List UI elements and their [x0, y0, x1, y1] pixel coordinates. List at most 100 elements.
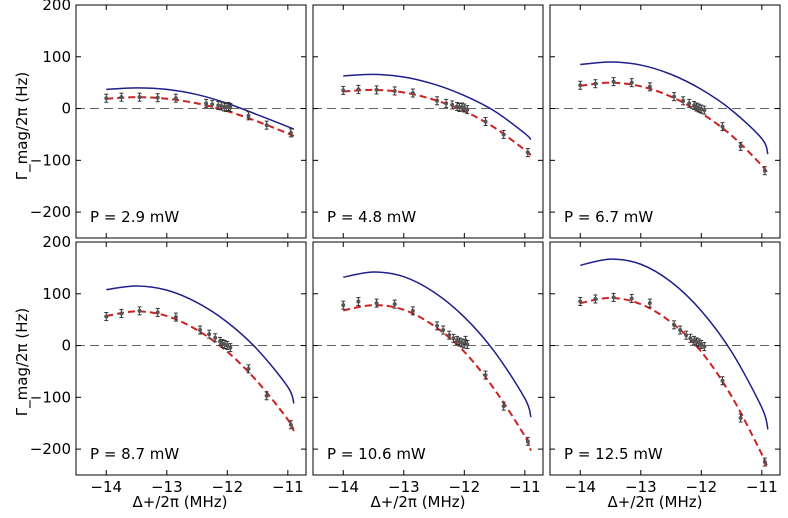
data-point	[264, 393, 269, 398]
x-tick-label: −13	[625, 478, 657, 496]
panel-5: −14 −13 −12 −11 P = 10.6 mW	[312, 241, 544, 496]
panel-frame	[312, 4, 544, 239]
data-point	[450, 102, 455, 107]
data-point	[225, 343, 230, 348]
data-point	[392, 302, 397, 307]
data-point	[525, 150, 530, 155]
data-point	[392, 88, 397, 93]
data-point	[441, 328, 446, 333]
y-tick-label: 100	[42, 48, 71, 66]
data-point	[462, 106, 467, 111]
panel-6: −14 −13 −12 −11 P = 12.5 mW	[549, 241, 781, 496]
data-point	[678, 328, 683, 333]
data-point	[738, 144, 743, 149]
data-point	[611, 79, 616, 84]
theory-curve-solid	[343, 73, 532, 141]
data-point	[593, 81, 598, 86]
x-axis-label-left: Δ+/2π (MHz)	[132, 493, 227, 511]
y-tick-label: 200	[42, 233, 71, 251]
y-axis-label-bottom: Γ_mag/2π (Hz)	[13, 308, 32, 416]
y-tick-label: −100	[30, 151, 71, 169]
data-point	[702, 108, 707, 113]
fit-curve-dashed	[343, 88, 532, 156]
data-point	[288, 130, 293, 135]
data-point	[104, 96, 109, 101]
panel-1: −200 −100 0 100 200 P = 2.9 mW	[30, 0, 307, 239]
data-point	[501, 404, 506, 409]
data-point	[216, 103, 221, 108]
x-axis-label-middle: Δ+/2π (MHz)	[370, 493, 465, 511]
data-point	[435, 323, 440, 328]
x-tick-label: −11	[272, 478, 304, 496]
data-point	[647, 84, 652, 89]
power-label: P = 12.5 mW	[564, 445, 663, 463]
panel-4: −14 −13 −12 −11 −200 −100 0 100 200 P = 8.7 mW	[30, 233, 307, 496]
data-point	[104, 314, 109, 319]
data-point	[483, 119, 488, 124]
data-point	[593, 296, 598, 301]
x-tick-label: −14	[327, 478, 359, 496]
data-point	[246, 113, 251, 118]
data-point	[501, 132, 506, 137]
power-label: P = 6.7 mW	[564, 208, 653, 226]
data-point	[228, 345, 233, 350]
panel-frame	[75, 4, 307, 239]
data-point	[288, 422, 293, 427]
data-point	[264, 123, 269, 128]
data-point	[341, 303, 346, 308]
power-label: P = 2.9 mW	[90, 208, 179, 226]
data-point	[198, 328, 203, 333]
x-tick-label: −11	[509, 478, 541, 496]
x-tick-label: −13	[151, 478, 183, 496]
panel-frame	[75, 241, 307, 476]
x-axis-label-right: Δ+/2π (MHz)	[607, 493, 702, 511]
panels-group: −200 −100 0 100 200 P = 2.9 mW P = 4.8 mW P = 6…	[30, 0, 781, 496]
theory-curve-solid	[343, 271, 532, 418]
data-point	[155, 310, 160, 315]
data-point	[137, 308, 142, 313]
y-axis-label-top: Γ_mag/2π (Hz)	[13, 72, 32, 180]
data-point	[672, 322, 677, 327]
panel-3: P = 6.7 mW	[549, 4, 781, 239]
data-point	[410, 308, 415, 313]
data-point	[137, 95, 142, 100]
y-tick-label: 0	[61, 100, 71, 118]
x-tick-label: −14	[90, 478, 122, 496]
data-point	[213, 335, 218, 340]
data-point	[578, 83, 583, 88]
panel-frame	[312, 241, 544, 476]
data-point	[119, 95, 124, 100]
panel-frame	[549, 4, 781, 239]
data-point	[738, 416, 743, 421]
data-point	[356, 299, 361, 304]
data-point	[525, 439, 530, 444]
data-point	[410, 91, 415, 96]
x-tick-label: −12	[448, 478, 480, 496]
data-point	[611, 295, 616, 300]
data-point	[629, 296, 634, 301]
data-point	[688, 336, 693, 341]
y-tick-label: −100	[30, 388, 71, 406]
data-point	[451, 336, 456, 341]
data-point	[356, 87, 361, 92]
data-point	[465, 107, 470, 112]
data-point	[681, 98, 686, 103]
x-tick-label: −14	[564, 478, 596, 496]
data-point	[207, 332, 212, 337]
data-point	[447, 333, 452, 338]
panel-2: P = 4.8 mW	[312, 4, 544, 239]
data-point	[228, 105, 233, 110]
data-point	[702, 344, 707, 349]
data-point	[155, 95, 160, 100]
theory-curve-solid	[580, 258, 769, 430]
data-point	[173, 315, 178, 320]
y-tick-label: 200	[42, 0, 71, 14]
theory-curve-solid	[106, 285, 295, 404]
data-point	[119, 311, 124, 316]
data-point	[672, 94, 677, 99]
data-point	[444, 101, 449, 106]
data-point	[720, 124, 725, 129]
x-tick-label: −13	[388, 478, 420, 496]
power-label: P = 10.6 mW	[327, 445, 426, 463]
